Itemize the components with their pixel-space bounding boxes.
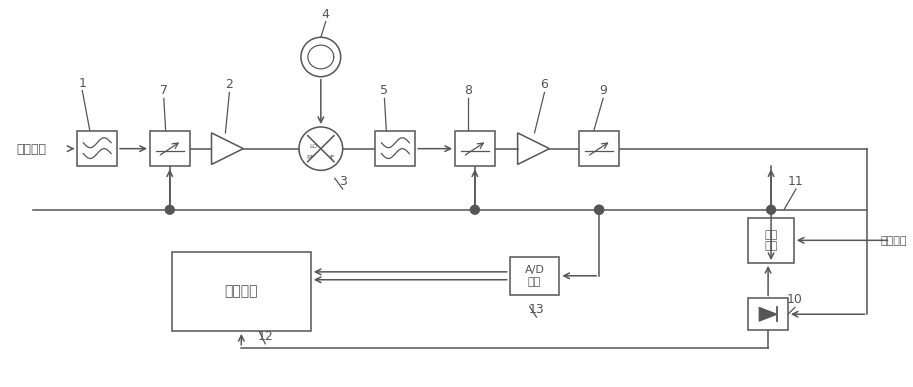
Circle shape	[594, 205, 603, 214]
Text: 13: 13	[529, 303, 544, 316]
Polygon shape	[759, 307, 777, 321]
Bar	[749, 298, 788, 330]
Bar	[375, 131, 415, 166]
Text: 6: 6	[540, 79, 549, 91]
Text: 信号处理: 信号处理	[225, 284, 258, 299]
Text: RF: RF	[306, 155, 314, 160]
Text: 2: 2	[226, 79, 234, 91]
Bar	[749, 217, 794, 263]
Text: 12: 12	[257, 330, 273, 343]
Bar	[78, 131, 117, 166]
Text: 比较
放大: 比较 放大	[764, 229, 778, 251]
Bar	[579, 131, 619, 166]
Text: 射频输入: 射频输入	[16, 143, 47, 156]
Circle shape	[470, 205, 479, 214]
Text: 3: 3	[339, 175, 347, 188]
Text: 7: 7	[160, 84, 168, 98]
Bar	[172, 252, 311, 331]
Bar	[150, 131, 190, 166]
Bar	[455, 131, 495, 166]
Text: 10: 10	[787, 293, 803, 307]
Text: A/D
采样: A/D 采样	[525, 265, 544, 287]
Text: LO: LO	[310, 144, 318, 149]
Text: 8: 8	[464, 84, 472, 98]
Text: 9: 9	[599, 84, 607, 98]
Bar	[509, 257, 560, 295]
Text: 参考电压: 参考电压	[881, 236, 908, 246]
Text: 11: 11	[788, 175, 803, 188]
Text: 5: 5	[381, 84, 388, 98]
Circle shape	[165, 205, 174, 214]
Text: 1: 1	[79, 77, 86, 89]
Circle shape	[594, 205, 603, 214]
Text: 4: 4	[322, 7, 330, 21]
Text: IF: IF	[329, 155, 334, 160]
Circle shape	[767, 205, 775, 214]
